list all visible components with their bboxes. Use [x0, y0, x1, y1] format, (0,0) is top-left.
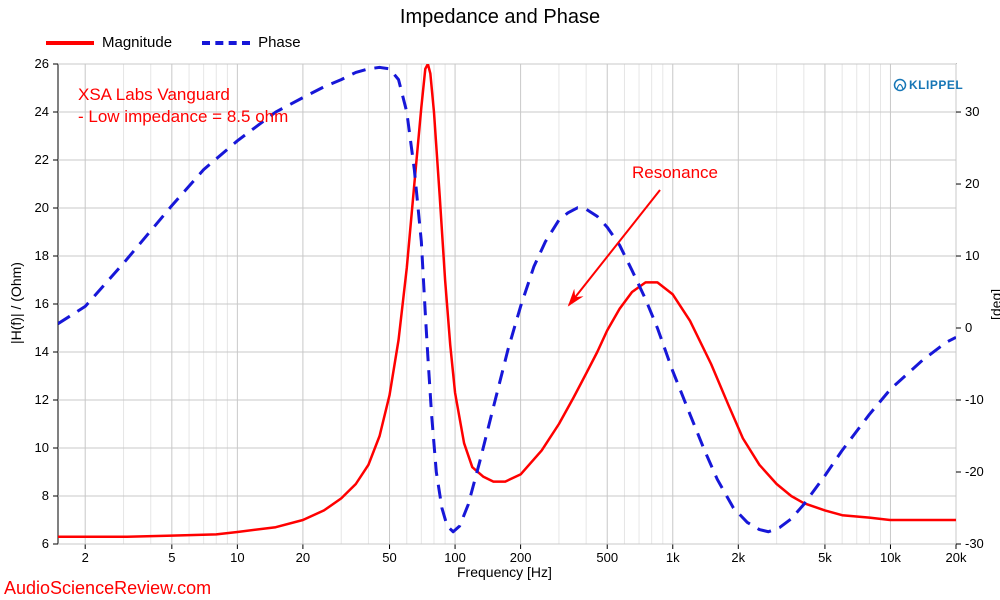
svg-text:22: 22	[35, 152, 49, 167]
svg-text:8: 8	[42, 488, 49, 503]
svg-text:2k: 2k	[731, 550, 745, 565]
svg-text:100: 100	[444, 550, 466, 565]
y-axis-left-label: |H(f)| / (Ohm)	[8, 262, 24, 344]
svg-text:0: 0	[965, 320, 972, 335]
svg-text:24: 24	[35, 104, 49, 119]
watermark: AudioScienceReview.com	[4, 578, 211, 599]
svg-text:50: 50	[382, 550, 396, 565]
svg-text:30: 30	[965, 104, 979, 119]
x-axis-label: Frequency [Hz]	[457, 564, 552, 580]
chart-container: { "title": "Impedance and Phase", "title…	[0, 0, 1000, 600]
svg-text:20: 20	[965, 176, 979, 191]
svg-text:-10: -10	[965, 392, 984, 407]
annotation-resonance-label: Resonance	[632, 162, 718, 184]
brand-text: KLIPPEL	[909, 78, 963, 92]
brand-icon	[893, 78, 907, 92]
svg-text:10: 10	[965, 248, 979, 263]
svg-text:1k: 1k	[666, 550, 680, 565]
svg-text:20: 20	[296, 550, 310, 565]
svg-text:2: 2	[82, 550, 89, 565]
svg-text:-20: -20	[965, 464, 984, 479]
svg-text:20: 20	[35, 200, 49, 215]
svg-text:26: 26	[35, 56, 49, 71]
svg-text:5: 5	[168, 550, 175, 565]
svg-text:5k: 5k	[818, 550, 832, 565]
svg-text:10: 10	[230, 550, 244, 565]
svg-text:10k: 10k	[880, 550, 901, 565]
svg-text:200: 200	[510, 550, 532, 565]
y-axis-right-label: [deg]	[988, 289, 1000, 320]
svg-text:12: 12	[35, 392, 49, 407]
svg-text:-30: -30	[965, 536, 984, 551]
svg-text:14: 14	[35, 344, 49, 359]
svg-text:10: 10	[35, 440, 49, 455]
annotation-info: XSA Labs Vanguard - Low impedance = 8.5 …	[78, 84, 288, 128]
svg-text:6: 6	[42, 536, 49, 551]
brand-logo: KLIPPEL	[893, 78, 963, 92]
svg-text:16: 16	[35, 296, 49, 311]
svg-text:500: 500	[596, 550, 618, 565]
svg-text:18: 18	[35, 248, 49, 263]
svg-text:20k: 20k	[946, 550, 967, 565]
